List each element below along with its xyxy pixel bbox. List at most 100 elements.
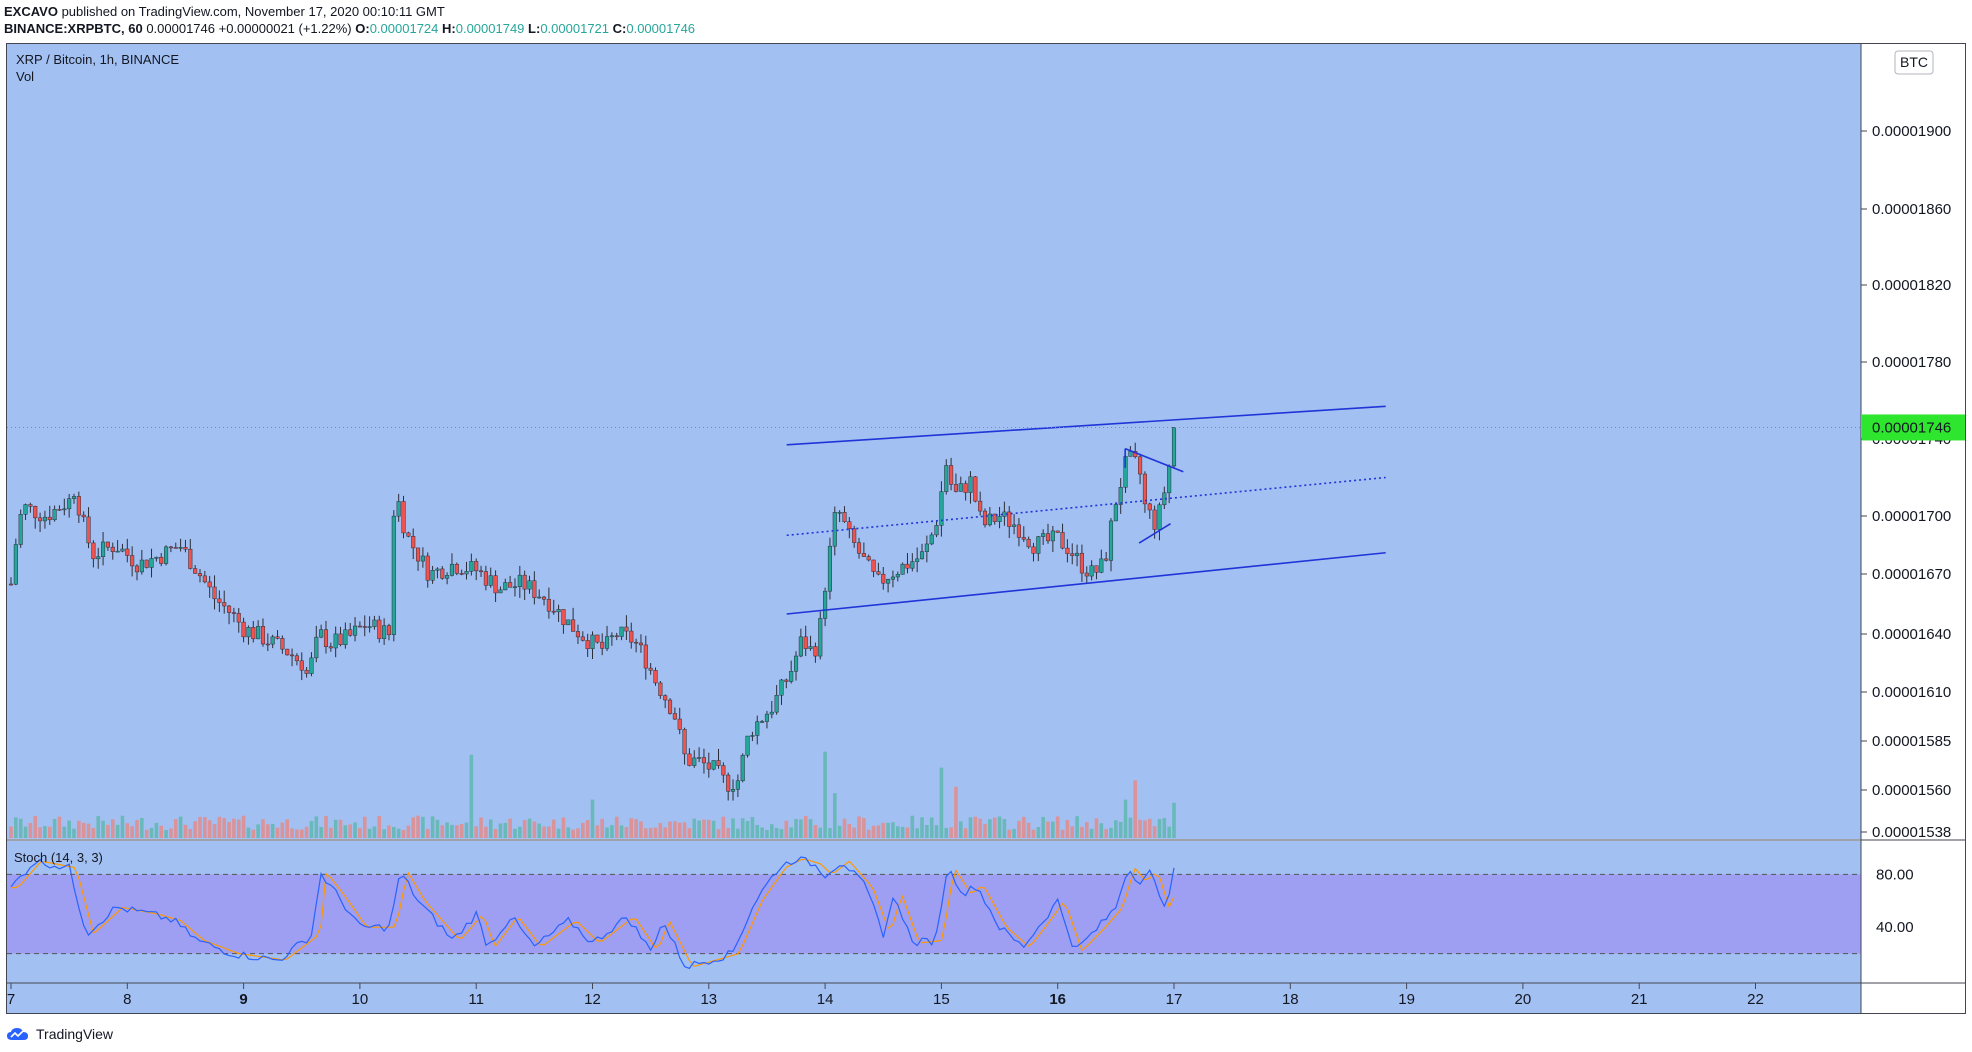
volume-bar — [348, 824, 353, 838]
channel-lower-line[interactable] — [786, 551, 1386, 615]
candle — [391, 510, 396, 642]
time-tick-label: 9 — [239, 991, 247, 1008]
last-price-badge — [1862, 414, 1966, 441]
volume-bar — [673, 821, 677, 838]
volume-bar — [891, 822, 895, 838]
candle — [905, 553, 910, 574]
candle — [1094, 565, 1099, 580]
volume-bar — [789, 827, 793, 838]
candle — [353, 617, 358, 642]
candle — [1113, 502, 1118, 522]
price-tick-label: 0.00001900 — [1872, 123, 1951, 140]
candle — [67, 493, 72, 518]
candle — [386, 623, 392, 641]
candle — [997, 506, 1002, 529]
candle — [449, 553, 455, 577]
candle — [697, 747, 702, 763]
candle — [716, 748, 721, 769]
volume-bar — [1060, 829, 1065, 838]
volume-bar — [169, 828, 173, 838]
volume-bar — [1026, 822, 1031, 838]
volume-bar — [164, 829, 168, 838]
tradingview-logo[interactable]: TradingView — [6, 1024, 113, 1044]
volume-bar — [178, 816, 183, 838]
volume-bar — [173, 819, 178, 838]
volume-bar — [1080, 826, 1084, 838]
volume-bar — [266, 824, 270, 838]
candle — [561, 609, 566, 634]
candle — [130, 546, 135, 577]
low-label: L: — [528, 21, 541, 36]
candle — [963, 480, 968, 501]
candle — [38, 512, 43, 533]
volume-bar — [532, 821, 537, 838]
candle — [789, 660, 794, 684]
volume-bar — [377, 815, 382, 838]
candle — [52, 505, 57, 522]
candle — [847, 517, 852, 539]
volume-bar — [1147, 818, 1152, 838]
candle — [62, 498, 67, 516]
volume-bar — [319, 826, 323, 838]
volume-bar — [401, 829, 406, 838]
volume-bar — [639, 821, 643, 838]
candle — [406, 531, 411, 538]
candle — [769, 701, 774, 719]
candle — [915, 547, 920, 573]
currency-badge[interactable] — [1894, 50, 1934, 75]
volume-bar — [183, 824, 188, 838]
volume-bar — [837, 825, 842, 838]
volume-bar — [862, 818, 866, 838]
candle — [493, 570, 498, 603]
time-tick-label: 18 — [1282, 991, 1299, 1008]
pennant-lower-line[interactable] — [1138, 523, 1171, 544]
candle — [202, 570, 207, 584]
volume-bar — [115, 824, 120, 838]
candle — [1118, 478, 1123, 514]
volume-bar — [488, 819, 493, 838]
volume-bar — [1114, 820, 1118, 838]
candle — [614, 632, 619, 641]
candle — [1147, 502, 1152, 519]
candle — [86, 507, 91, 549]
volume-bar — [866, 829, 871, 838]
candle — [483, 565, 488, 591]
candle — [125, 538, 130, 563]
volume-bar — [707, 819, 711, 838]
chart-canvas[interactable]: 80.00 40.00 0.00001900 0.00001860 0.0000182… — [0, 0, 1972, 1020]
volume-bar — [1065, 819, 1070, 838]
stoch-k-line — [10, 856, 1175, 970]
channel-mid-line[interactable] — [786, 476, 1386, 537]
volume-bar — [702, 819, 706, 838]
volume-bar — [358, 827, 362, 838]
candle — [188, 538, 193, 570]
volume-bar — [144, 829, 149, 838]
candle — [246, 625, 251, 645]
volume-bar — [1123, 799, 1128, 838]
candle — [328, 642, 333, 652]
volume-bar — [362, 816, 367, 838]
candle — [178, 538, 183, 552]
volume-bar — [251, 829, 256, 838]
volume-bar — [1036, 827, 1041, 838]
candle — [110, 542, 115, 560]
volume-bar — [1094, 818, 1099, 838]
candle — [643, 635, 648, 680]
candle — [537, 589, 542, 599]
volume-bar — [1162, 818, 1167, 838]
volume-bar — [614, 816, 619, 838]
candle — [764, 710, 770, 729]
stoch-oscillator: 80.00 40.00 — [7, 856, 1914, 970]
channel-upper-line[interactable] — [786, 405, 1386, 446]
candle — [23, 503, 28, 521]
candle — [740, 753, 745, 783]
candle — [1060, 523, 1065, 550]
volume-bar — [590, 799, 595, 838]
publish-line: EXCAVO published on TradingView.com, Nov… — [4, 4, 445, 19]
candle — [832, 506, 837, 556]
volume-bar — [547, 826, 551, 838]
volume-bar — [1099, 823, 1104, 838]
stoch-tick-40: 40.00 — [1876, 919, 1914, 936]
pennant-upper-line[interactable] — [1124, 447, 1184, 473]
volume-bar — [740, 818, 745, 838]
